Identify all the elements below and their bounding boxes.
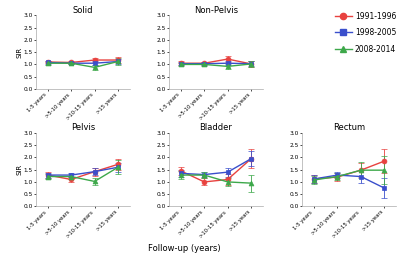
Title: Pelvis: Pelvis xyxy=(71,123,95,132)
Title: Solid: Solid xyxy=(73,6,93,15)
Text: Follow-up (years): Follow-up (years) xyxy=(148,244,220,253)
Title: Bladder: Bladder xyxy=(200,123,232,132)
Y-axis label: SIR: SIR xyxy=(16,164,22,175)
Title: Non-Pelvis: Non-Pelvis xyxy=(194,6,238,15)
Y-axis label: SIR: SIR xyxy=(16,47,22,58)
Title: Rectum: Rectum xyxy=(333,123,365,132)
Legend: 1991-1996, 1998-2005, 2008-2014: 1991-1996, 1998-2005, 2008-2014 xyxy=(335,12,396,54)
